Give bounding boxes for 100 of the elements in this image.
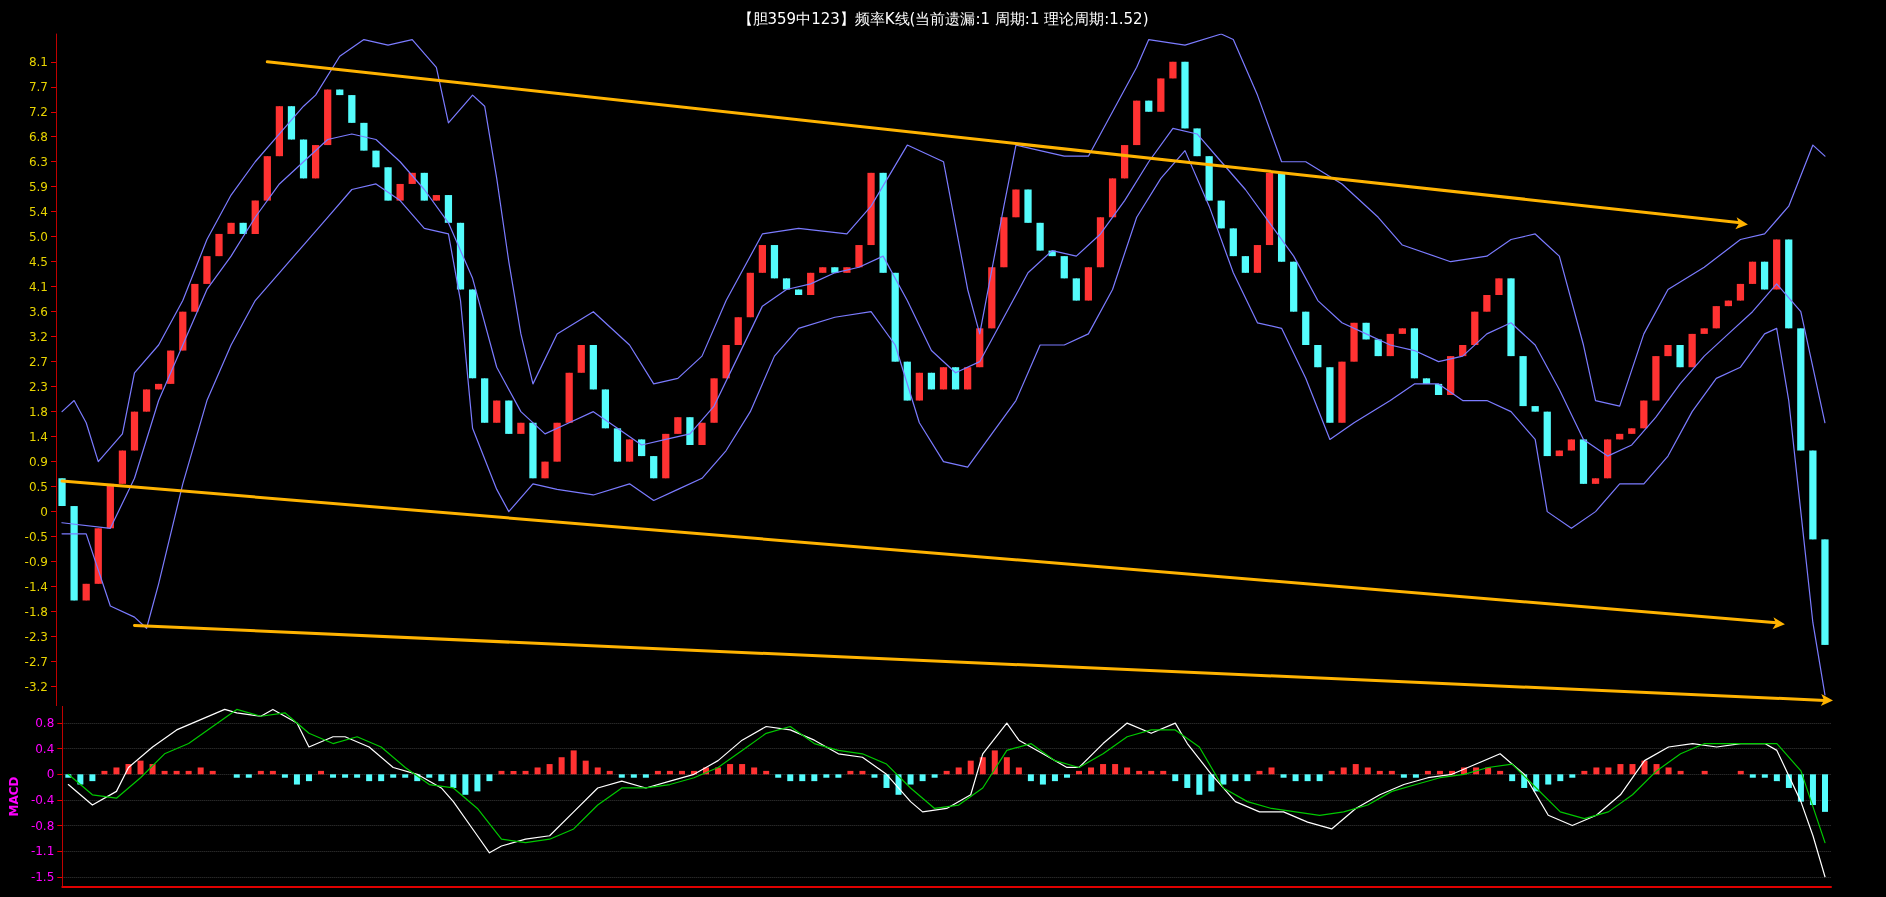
bar (1268, 767, 1275, 775)
bar (739, 764, 746, 775)
bar (1424, 770, 1431, 775)
bar (161, 770, 168, 775)
y-tick-label: -0.4 (30, 792, 55, 807)
bar (522, 770, 529, 775)
bar (462, 774, 469, 795)
bar (1220, 774, 1227, 785)
bar (1629, 764, 1636, 775)
bar (1761, 774, 1768, 778)
bar (510, 770, 517, 775)
y-tick-label: 5.4 (28, 204, 48, 219)
line-series (61, 127, 1826, 529)
bar (1124, 767, 1131, 775)
bar (1593, 767, 1600, 775)
bar (1328, 770, 1335, 775)
bar (1701, 770, 1708, 775)
bar (101, 770, 108, 775)
bar (137, 760, 144, 775)
y-tick-label: 0.5 (28, 479, 48, 494)
y-tick-label: -1.1 (30, 844, 55, 859)
bar (606, 770, 613, 775)
bar (1051, 774, 1058, 782)
bar (1208, 774, 1215, 792)
bar (257, 770, 264, 775)
bar (1376, 770, 1383, 775)
bar (763, 770, 770, 775)
bar (666, 770, 673, 775)
bar (811, 774, 818, 782)
y-tick-label: 0 (46, 767, 55, 782)
y-tick-label: -1.4 (24, 579, 48, 594)
bar (1605, 767, 1612, 775)
line-series (67, 708, 1826, 878)
y-tick-label: 7.2 (28, 104, 48, 119)
bar (438, 774, 445, 782)
bar (402, 774, 409, 778)
bar (1003, 757, 1010, 775)
bar (1581, 770, 1588, 775)
bar (113, 767, 120, 775)
bar (486, 774, 493, 782)
bar (1148, 770, 1155, 775)
y-tick-label: 7.7 (28, 79, 48, 94)
bar (209, 770, 216, 775)
y-tick-label: 6.8 (28, 129, 48, 144)
bar (233, 774, 240, 778)
bar (907, 774, 914, 785)
candlestick (1072, 277, 1080, 302)
y-tick-label: -0.5 (24, 529, 48, 544)
bar (1100, 764, 1107, 775)
bar (1039, 774, 1046, 785)
y-tick-label: 1.8 (28, 404, 48, 419)
bar (1388, 770, 1395, 775)
bar (1244, 774, 1251, 782)
y-tick-label: 3.2 (28, 329, 48, 344)
y-tick-label: 0 (40, 504, 48, 519)
y-tick-label: 2.3 (28, 379, 48, 394)
bar (1497, 770, 1504, 775)
bar (787, 774, 794, 782)
bar (450, 774, 457, 788)
bar (1436, 770, 1443, 775)
y-tick-label: 1.4 (28, 429, 48, 444)
bar (1400, 774, 1407, 778)
bar (426, 774, 433, 778)
bar (871, 774, 878, 778)
bar (318, 770, 324, 775)
bar (1677, 770, 1684, 775)
bar (727, 764, 734, 775)
bar (1063, 774, 1070, 778)
bar (1172, 774, 1179, 782)
y-tick-label: 5.0 (28, 229, 48, 244)
y-tick-label: 4.5 (28, 254, 48, 269)
bar (1232, 774, 1239, 782)
bar (1412, 774, 1419, 778)
y-axis-title: MACD (7, 776, 21, 817)
candlestick (142, 388, 151, 413)
line-series (67, 708, 1826, 844)
y-tick-label: -1.8 (24, 604, 48, 619)
bar (1557, 774, 1564, 782)
bar (1316, 774, 1323, 782)
bar (1809, 774, 1816, 806)
bar (1352, 764, 1359, 775)
bar (1027, 774, 1034, 782)
bar (366, 774, 373, 782)
bar (390, 774, 397, 778)
bar (1340, 767, 1347, 775)
y-tick-label: 0.9 (28, 454, 48, 469)
bar (1773, 774, 1780, 782)
bar (474, 774, 481, 792)
bar (919, 774, 926, 782)
bar (582, 760, 589, 775)
bar (1256, 770, 1263, 775)
bar (1136, 770, 1143, 775)
bar (89, 774, 96, 782)
y-tick-label: 0.8 (35, 716, 55, 731)
bar (931, 774, 938, 778)
bar (943, 770, 950, 775)
y-tick-label: 8.1 (28, 54, 48, 69)
y-tick-label: -2.3 (24, 629, 48, 644)
bar (342, 774, 349, 778)
bar (354, 774, 361, 778)
